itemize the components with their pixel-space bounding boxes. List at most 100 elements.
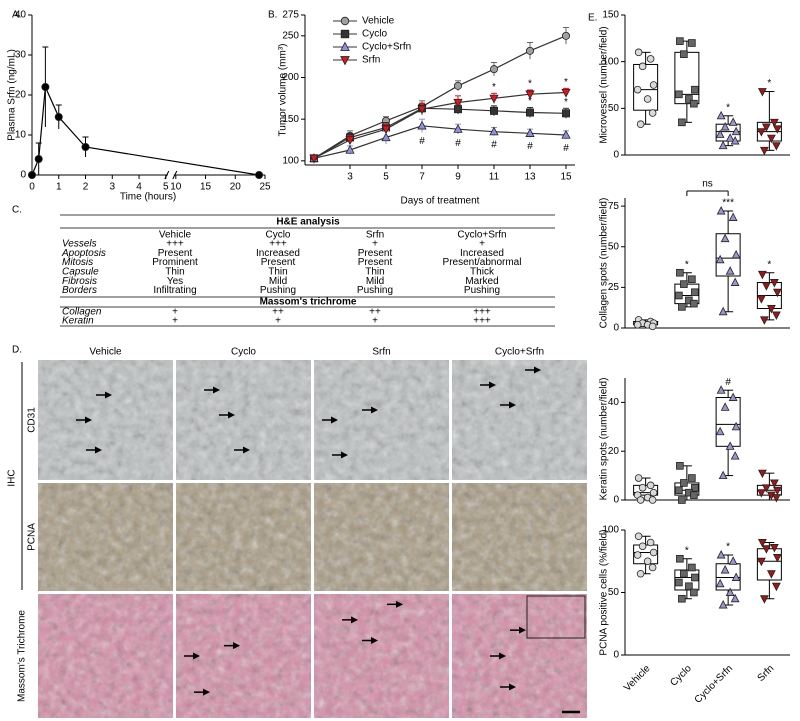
data-point: [718, 470, 728, 480]
x-tick-label: Vehicle: [622, 663, 653, 694]
arrow-head: [509, 401, 516, 409]
data-point: [636, 496, 645, 504]
table-cell: +: [172, 316, 178, 327]
table-cell: Pushing: [260, 285, 296, 296]
data-point: [691, 288, 699, 297]
table-header: Srfn: [366, 230, 384, 241]
y-axis-label: Microvessel (number/field): [599, 26, 610, 143]
y-tick-label: 0: [20, 170, 26, 181]
axis-break: [172, 170, 178, 180]
data-point: [633, 85, 642, 94]
table-cell: +: [479, 239, 485, 250]
table-row-label: Fibrosis: [62, 276, 97, 287]
data-point: [756, 557, 766, 567]
table-cell: +: [172, 307, 178, 318]
arrow-head: [351, 616, 358, 624]
data-point: [675, 291, 683, 300]
data-point: [716, 206, 726, 215]
table-cell: +++: [473, 316, 491, 327]
micrograph-texture: [176, 360, 311, 480]
data-point: [771, 494, 781, 503]
y-tick-label: 275: [282, 10, 299, 21]
data-point: [643, 95, 652, 103]
data-point: [728, 117, 738, 126]
data-point: [766, 134, 776, 144]
y-tick-label: 30: [15, 50, 27, 61]
table-cell: Mild: [366, 276, 384, 287]
table-cell: Thin: [268, 267, 287, 278]
data-point: [675, 578, 683, 587]
table-cell: Infiltrating: [153, 285, 196, 296]
x-tick-label: 7: [419, 172, 425, 183]
row-label: CD31: [27, 407, 38, 433]
significance-marker: ***: [722, 198, 734, 209]
significance-marker: *: [726, 542, 730, 553]
legend-marker: [340, 29, 350, 39]
table-row-label: Keratin: [62, 316, 94, 327]
data-point: [731, 572, 741, 581]
micrograph-texture: [452, 594, 587, 718]
significance-marker: *: [685, 545, 689, 556]
table-cell: Increased: [460, 248, 504, 259]
table-cell: Yes: [167, 276, 183, 287]
table-cell: Pushing: [464, 285, 500, 296]
data-point: [731, 126, 741, 136]
y-tick-label: 100: [602, 56, 619, 67]
x-tick-label: 15: [200, 182, 212, 193]
data-point: [691, 573, 699, 582]
panel-label: A.: [12, 10, 21, 21]
arrow-head: [499, 652, 506, 660]
arrow-head: [509, 683, 516, 691]
data-point: [649, 81, 658, 89]
data-point: [728, 392, 738, 401]
data-point: [690, 99, 698, 108]
data-point: [759, 316, 769, 325]
data-point: [489, 94, 499, 104]
table-cell: Thick: [470, 267, 495, 278]
table-header: Cyclo: [265, 230, 290, 241]
x-tick-label: Cyclo: [668, 663, 694, 689]
data-point: [728, 556, 738, 565]
data-point: [381, 132, 391, 142]
legend-marker: [340, 56, 350, 66]
data-point: [638, 542, 647, 551]
data-point: [772, 288, 782, 298]
micrograph-texture: [176, 483, 311, 591]
arrow-head: [331, 416, 338, 424]
data-point: [766, 570, 776, 579]
y-tick-label: 50: [608, 103, 620, 114]
arrow-head: [105, 391, 112, 399]
data-point: [643, 557, 652, 566]
y-axis-label: PCNA positive cells (%/field): [599, 529, 610, 655]
row-label: PCNA: [27, 523, 38, 551]
micrograph-texture: [38, 483, 173, 591]
significance-marker: #: [563, 143, 569, 154]
y-tick-label: 50: [608, 587, 620, 598]
data-point: [718, 306, 728, 316]
data-point: [715, 426, 725, 436]
data-point: [761, 123, 771, 132]
x-axis-label: Days of treatment: [401, 196, 480, 207]
data-point: [646, 55, 655, 63]
y-axis-label: Plasma Srfn (ng/mL): [7, 49, 18, 141]
data-point: [757, 469, 767, 479]
data-point: [54, 113, 63, 122]
data-point: [728, 212, 738, 221]
data-point: [691, 85, 699, 94]
data-point: [759, 595, 769, 604]
data-point: [756, 295, 766, 304]
data-point: [634, 532, 643, 541]
significance-marker: *: [767, 259, 771, 270]
data-point: [34, 154, 43, 163]
arrow-head: [519, 626, 526, 634]
series-line: [313, 125, 567, 159]
data-point: [453, 123, 463, 133]
data-point: [769, 118, 779, 128]
table-row-label: Mitosis: [62, 257, 93, 268]
data-point: [769, 479, 779, 488]
data-point: [725, 441, 735, 450]
data-point: [562, 109, 571, 118]
data-point: [525, 128, 535, 137]
y-tick-label: 0: [613, 150, 619, 161]
data-point: [716, 385, 726, 394]
